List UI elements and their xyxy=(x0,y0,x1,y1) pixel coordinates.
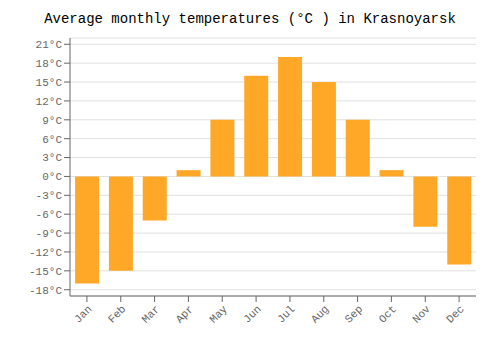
svg-text:Nov: Nov xyxy=(410,303,433,326)
svg-text:15°C: 15°C xyxy=(36,77,63,89)
svg-text:-3°C: -3°C xyxy=(36,190,63,202)
svg-text:Apr: Apr xyxy=(174,303,196,325)
svg-text:6°C: 6°C xyxy=(42,134,62,146)
svg-text:-6°C: -6°C xyxy=(36,209,63,221)
svg-text:12°C: 12°C xyxy=(36,96,63,108)
svg-text:9°C: 9°C xyxy=(42,115,62,127)
svg-text:-12°C: -12°C xyxy=(29,247,62,259)
svg-text:Feb: Feb xyxy=(106,303,128,325)
svg-text:Aug: Aug xyxy=(309,303,331,325)
svg-text:3°C: 3°C xyxy=(42,152,62,164)
svg-text:Oct: Oct xyxy=(377,303,399,325)
svg-text:18°C: 18°C xyxy=(36,58,63,70)
svg-text:-9°C: -9°C xyxy=(36,228,63,240)
svg-text:0°C: 0°C xyxy=(42,171,62,183)
svg-text:-15°C: -15°C xyxy=(29,266,62,278)
svg-text:Jan: Jan xyxy=(72,303,94,325)
svg-text:Mar: Mar xyxy=(140,303,162,325)
svg-text:21°C: 21°C xyxy=(36,39,63,51)
html-text:Average monthly temperatures (: Average monthly temperatures (°C ) in Kr… xyxy=(44,11,456,27)
svg-text:Jun: Jun xyxy=(241,303,263,325)
svg-text:-18°C: -18°C xyxy=(29,285,62,297)
svg-text:Dec: Dec xyxy=(444,303,466,325)
svg-text:Sep: Sep xyxy=(343,303,365,325)
svg-text:Jul: Jul xyxy=(275,303,297,325)
svg-text:May: May xyxy=(207,303,230,326)
